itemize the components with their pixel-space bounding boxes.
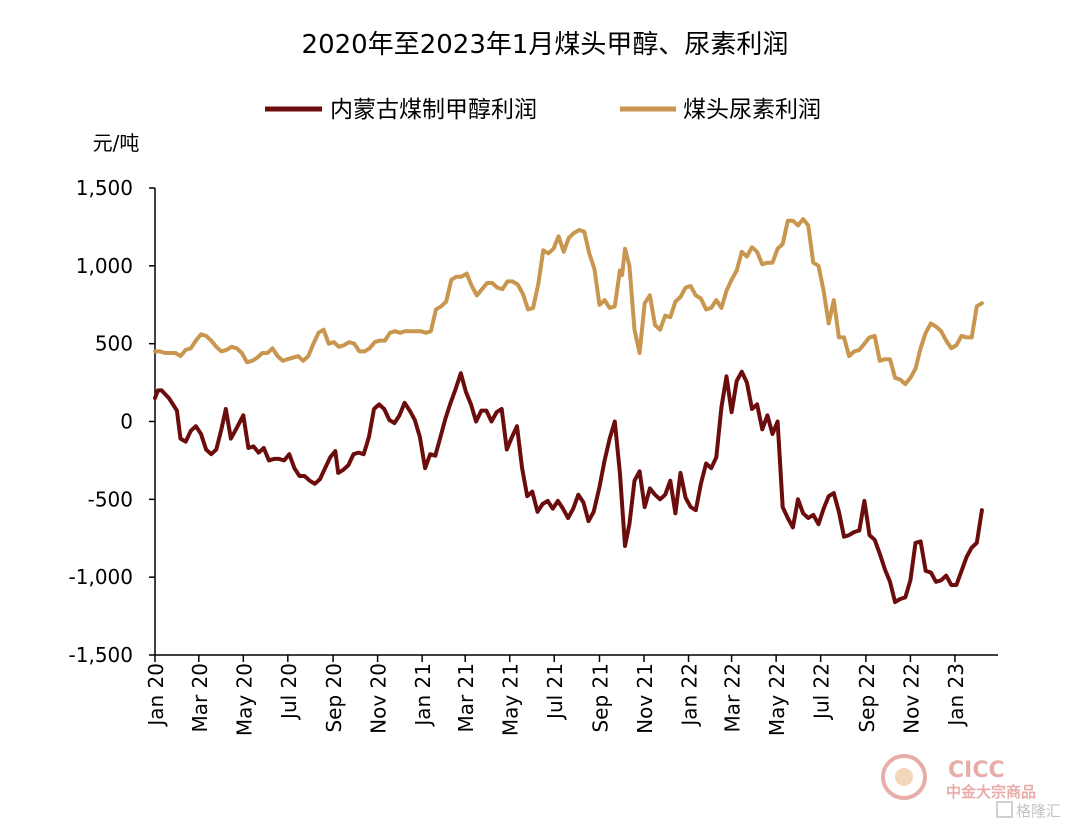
watermark-subtitle: 中金大宗商品 — [946, 783, 1036, 801]
x-tick-label: Nov 21 — [633, 663, 657, 734]
x-tick-label: Nov 20 — [367, 663, 391, 734]
x-tick-label: Mar 21 — [454, 663, 478, 733]
cicc-logo-inner-icon — [895, 768, 913, 786]
series-line-methanol — [153, 369, 984, 605]
source-watermark: 格隆汇 — [996, 801, 1061, 820]
y-tick-label: -500 — [88, 487, 133, 511]
legend-label-methanol: 内蒙古煤制甲醇利润 — [330, 97, 537, 123]
x-tick-label: Mar 22 — [721, 663, 745, 733]
y-tick-label: 1,000 — [76, 254, 133, 278]
x-tick-label: Jan 22 — [678, 663, 702, 728]
cicc-logo-icon — [881, 754, 927, 800]
y-tick-label: -1,500 — [69, 643, 133, 667]
x-tick-label: May 20 — [232, 663, 256, 736]
x-tick-label: May 22 — [765, 663, 789, 736]
x-tick-label: Jul 22 — [810, 663, 834, 721]
x-axis-ticks: Jan 20 Mar 20 May 20 Jul 20 Sep 20 Nov 20 Jan … — [144, 655, 968, 736]
x-tick-label: Nov 22 — [899, 663, 923, 734]
x-tick-label: Jul 20 — [277, 663, 301, 721]
x-tick-label: Sep 21 — [588, 663, 612, 733]
source-logo-icon — [996, 801, 1013, 818]
series-lines — [153, 217, 984, 605]
y-tick-label: -1,000 — [69, 565, 133, 589]
y-tick-label: 0 — [120, 410, 133, 434]
x-tick-label: Jan 23 — [944, 663, 968, 728]
x-tick-label: Mar 20 — [188, 663, 212, 733]
x-tick-label: Jan 21 — [411, 663, 435, 728]
y-axis-unit-label: 元/吨 — [93, 131, 140, 155]
cicc-watermark: CICC 中金大宗商品 — [881, 754, 1036, 801]
watermark-source: 格隆汇 — [1016, 802, 1061, 820]
chart-title: 2020年至2023年1月煤头甲醇、尿素利润 — [302, 30, 789, 60]
x-tick-label: Jan 20 — [144, 663, 168, 728]
legend-label-urea: 煤头尿素利润 — [683, 97, 821, 123]
y-axis-ticks: 1,500 1,000 500 0 -500 -1,000 -1,500 — [69, 176, 155, 667]
x-tick-label: Jul 21 — [543, 663, 567, 721]
x-tick-label: Sep 22 — [855, 663, 879, 733]
x-tick-label: May 21 — [499, 663, 523, 736]
x-tick-label: Sep 20 — [322, 663, 346, 733]
series-line-urea — [153, 217, 984, 387]
watermark-brand: CICC — [948, 758, 1005, 783]
legend: 内蒙古煤制甲醇利润 煤头尿素利润 — [265, 97, 821, 123]
y-tick-label: 1,500 — [76, 176, 133, 200]
y-tick-label: 500 — [95, 332, 133, 356]
